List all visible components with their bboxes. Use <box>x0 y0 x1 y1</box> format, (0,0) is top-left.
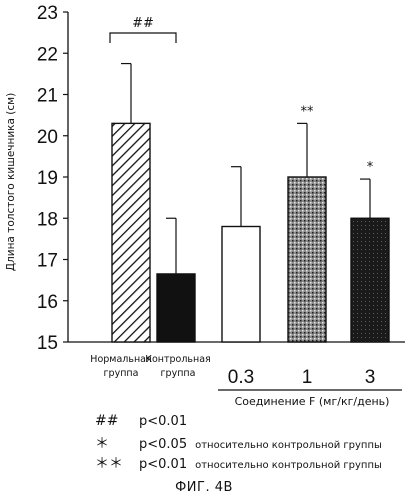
category-label: Контрольная <box>145 354 211 365</box>
y-tick-label: 19 <box>37 168 58 189</box>
bar <box>221 225 261 343</box>
legend-p-value: p<0.05 <box>139 437 188 452</box>
bars: ##*** <box>109 16 390 343</box>
y-tick-label: 18 <box>37 209 58 230</box>
significance-bracket <box>109 32 177 43</box>
dose-label: 3 <box>365 367 376 388</box>
bar <box>111 122 151 343</box>
y-tick-label: 22 <box>37 44 58 65</box>
significance-label: ** <box>301 104 315 119</box>
significance-legend: ## p<0.01 ＊ p<0.05 относительно контроль… <box>95 413 382 473</box>
legend-description: относительно контрольной группы <box>195 440 382 451</box>
category-label: группа <box>104 368 139 379</box>
figure-caption: ФИГ. 4В <box>175 480 233 495</box>
y-tick-label: 21 <box>37 86 58 107</box>
legend-row: ＊ p<0.05 относительно контрольной группы <box>95 433 382 453</box>
y-axis: 15 16 17 18 19 20 21 22 23 <box>37 3 405 354</box>
y-tick-label: 16 <box>37 292 58 313</box>
y-tick-label: 23 <box>37 3 58 24</box>
dose-label: 1 <box>302 367 313 388</box>
dose-label: 0.3 <box>228 367 254 388</box>
legend-row: ＊＊ p<0.01 относительно контрольной групп… <box>95 453 382 473</box>
legend-p-value: p<0.01 <box>139 414 188 429</box>
legend-symbol: ＊ <box>95 436 109 452</box>
y-tick-label: 20 <box>37 127 58 148</box>
y-tick-label: 15 <box>37 333 58 354</box>
y-tick-label: 17 <box>37 251 58 272</box>
bar <box>156 273 196 343</box>
category-label: Нормальная <box>90 354 151 365</box>
legend-row: ## p<0.01 <box>95 413 382 433</box>
significance-label: ## <box>132 16 154 31</box>
category-labels: Нормальная группа Контрольная группа 0.3 1 3 Со… <box>90 354 402 408</box>
legend-p-value: p<0.01 <box>139 457 188 472</box>
y-axis-title: Длина толстого кишечника (см) <box>5 93 17 271</box>
significance-label: * <box>367 160 374 175</box>
category-label: группа <box>161 368 196 379</box>
bar <box>287 176 327 343</box>
dose-group-title: Соединение F (мг/кг/день) <box>235 395 390 408</box>
bar <box>350 217 390 343</box>
legend-symbol: ## <box>95 413 119 429</box>
legend-description: относительно контрольной группы <box>195 460 382 471</box>
legend-symbol: ＊＊ <box>95 456 123 472</box>
